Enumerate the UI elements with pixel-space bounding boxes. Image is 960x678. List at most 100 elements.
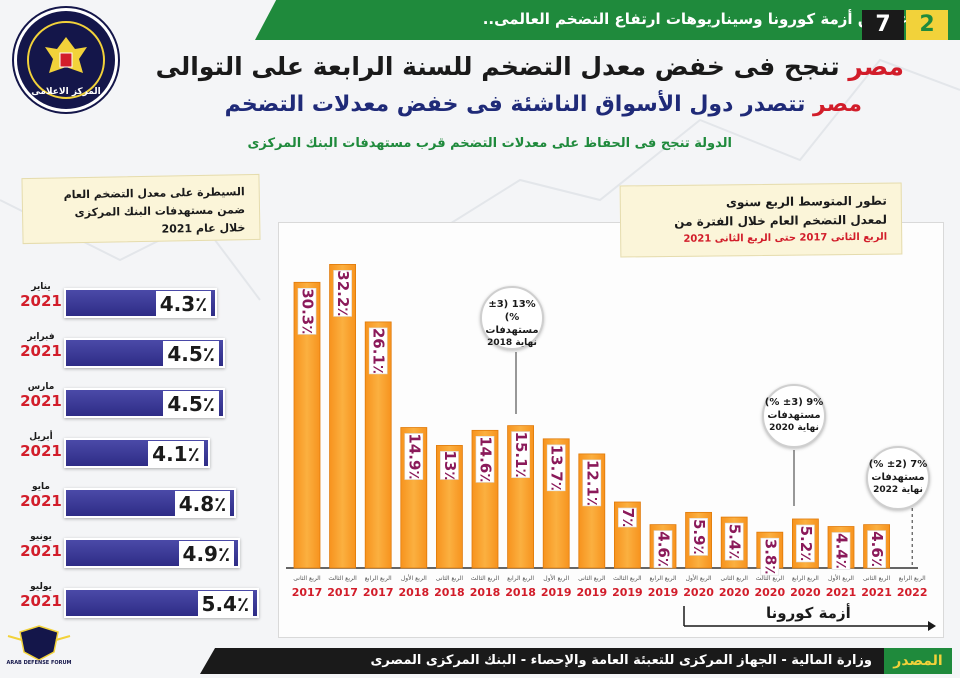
year-label: 2018 (470, 586, 501, 599)
bar-value-background (689, 518, 708, 556)
month-value-label: 4.1٪ (148, 441, 204, 467)
quarter-label: الربع الثانى (293, 575, 321, 582)
quarter-label: الربع الثالث (756, 575, 785, 582)
year-label: 2017 (363, 586, 394, 599)
bar-value-label: 14.6٪ (477, 436, 495, 482)
bar-value-background (831, 532, 851, 570)
bar-value-label: 30.3٪ (299, 288, 317, 334)
month-label: فبراير 2021 (18, 332, 64, 360)
source-tag: المصدر (884, 648, 952, 674)
month-value-label: 4.5٪ (163, 391, 219, 417)
top-banner: بالرغم من أزمة كورونا وسيناريوهات ارتفاع… (255, 0, 960, 40)
corona-crisis-marker: أزمة كورونا (676, 604, 936, 634)
bar-value-background (867, 530, 886, 568)
bar-value-background (404, 433, 424, 480)
year-label: 2020 (754, 586, 785, 599)
month-name: يناير (31, 282, 51, 292)
logo-text: المركز الاعلامى (31, 87, 101, 97)
month-value-label: 5.4٪ (197, 591, 254, 617)
quarter-label: الربع الأول (543, 574, 569, 582)
quarter-label: الربع الأول (686, 574, 712, 582)
month-bar: 4.3٪ (64, 288, 218, 318)
source-text: وزارة المالية - الجهاز المركزى للتعبئة ا… (370, 653, 872, 668)
month-year: 2021 (20, 292, 62, 310)
month-label: مارس 2021 (18, 382, 64, 410)
bar-value-background (618, 507, 637, 528)
month-bar: 5.4٪ (64, 588, 260, 618)
year-label: 2020 (683, 586, 714, 599)
month-year: 2021 (20, 592, 62, 610)
month-label: يناير 2021 (18, 282, 64, 310)
month-name: مايو (32, 482, 50, 492)
quarter-label: الربع الرابع (792, 575, 819, 582)
bar-value-label: 3.8٪ (761, 539, 779, 575)
year-label: 2022 (897, 586, 928, 599)
bar-value-label: 12.1٪ (583, 460, 601, 506)
quarterly-bar-chart: 30.3٪ الربع الثانى 2017 32.2٪ الربع الثالث 20… (286, 264, 928, 599)
bar-value-label: 5.9٪ (690, 519, 708, 555)
bar-value-background (760, 537, 780, 576)
bar-value-background (368, 327, 388, 375)
quarterly-note-line-3: الربع الثانى 2017 حتى الربع الثانى 2021 (683, 231, 888, 245)
month-value-label: 4.9٪ (178, 541, 235, 567)
top-banner-text: بالرغم من أزمة كورونا وسيناريوهات ارتفاع… (482, 10, 934, 28)
year-label: 2018 (505, 586, 536, 599)
source-bar: المصدر وزارة المالية - الجهاز المركزى لل… (200, 648, 952, 674)
forum-watermark: ARAB DEFENSE FORUM (6, 622, 72, 674)
month-name: مارس (27, 382, 55, 392)
monthly-note-line-3: خلال عام 2021 (161, 221, 246, 236)
shield-icon (7, 625, 71, 661)
quarter-label: الربع الرابع (507, 575, 534, 582)
bar-value-label: 4.6٪ (868, 531, 886, 567)
title-text: تنجح فى خفض معدل التضخم للسنة الرابعة عل… (155, 52, 840, 81)
quarter-label: الربع الرابع (899, 575, 926, 582)
month-row: يونيو 2021 4.9٪ (18, 532, 278, 568)
callout-value: 7% (±2 %) (868, 459, 928, 470)
month-row: أبريل 2021 4.1٪ (18, 432, 278, 468)
month-row: يوليو 2021 5.4٪ (18, 582, 278, 618)
callout-value: 9% (±3 %) (764, 397, 824, 408)
quarter-label: الربع الثالث (613, 575, 642, 582)
quarter-label: الربع الرابع (650, 575, 677, 582)
bar-value-label: 13٪ (441, 450, 459, 480)
media-center-logo: المركز الاعلامى (14, 8, 118, 112)
callout-value: 13% (±3 %) (488, 299, 536, 323)
year-label: 2021 (826, 586, 857, 599)
year-label: 2018 (398, 586, 429, 599)
callout-year: نهاية 2022 (873, 485, 923, 495)
bar-value-background (333, 270, 352, 317)
bar-value-label: 4.4٪ (833, 533, 851, 569)
month-bar: 4.8٪ (64, 488, 237, 518)
callout-year: نهاية 2018 (487, 338, 537, 348)
month-label: يوليو 2021 (18, 582, 64, 610)
month-row: مارس 2021 4.5٪ (18, 382, 278, 418)
page-number-7: 7 (862, 10, 904, 40)
eagle-emblem-icon (27, 21, 105, 99)
bar-value-background (796, 524, 815, 563)
month-bar: 4.5٪ (64, 388, 225, 418)
bar-value-label: 14.9٪ (405, 433, 423, 479)
month-year: 2021 (20, 542, 62, 560)
callout-label: مستهدفات (871, 472, 925, 483)
month-name: يوليو (30, 582, 52, 592)
bar-value-background (582, 459, 602, 507)
corona-label: أزمة كورونا (766, 604, 851, 622)
month-value-label: 4.8٪ (174, 491, 231, 517)
month-row: مايو 2021 4.8٪ (18, 482, 278, 518)
month-year: 2021 (20, 492, 62, 510)
quarter-label: الربع الأول (401, 574, 427, 582)
quarter-label: الربع الأول (828, 574, 854, 582)
subtitle-highlight: مصر (813, 92, 862, 117)
title-highlight: مصر (848, 52, 904, 81)
month-value-label: 4.5٪ (163, 341, 219, 367)
month-year: 2021 (20, 442, 62, 460)
month-year: 2021 (20, 342, 62, 360)
bar-value-label: 13.7٪ (548, 445, 566, 491)
quarter-label: الربع الثانى (863, 575, 891, 582)
page-number-2: 2 (906, 10, 948, 40)
bar-value-label: 26.1٪ (370, 328, 388, 374)
quarter-label: الربع الثانى (578, 575, 606, 582)
bar-value-background (724, 522, 744, 561)
target-callout-2018: 13% (±3 %) مستهدفات نهاية 2018 (480, 286, 544, 350)
year-label: 2019 (612, 586, 643, 599)
